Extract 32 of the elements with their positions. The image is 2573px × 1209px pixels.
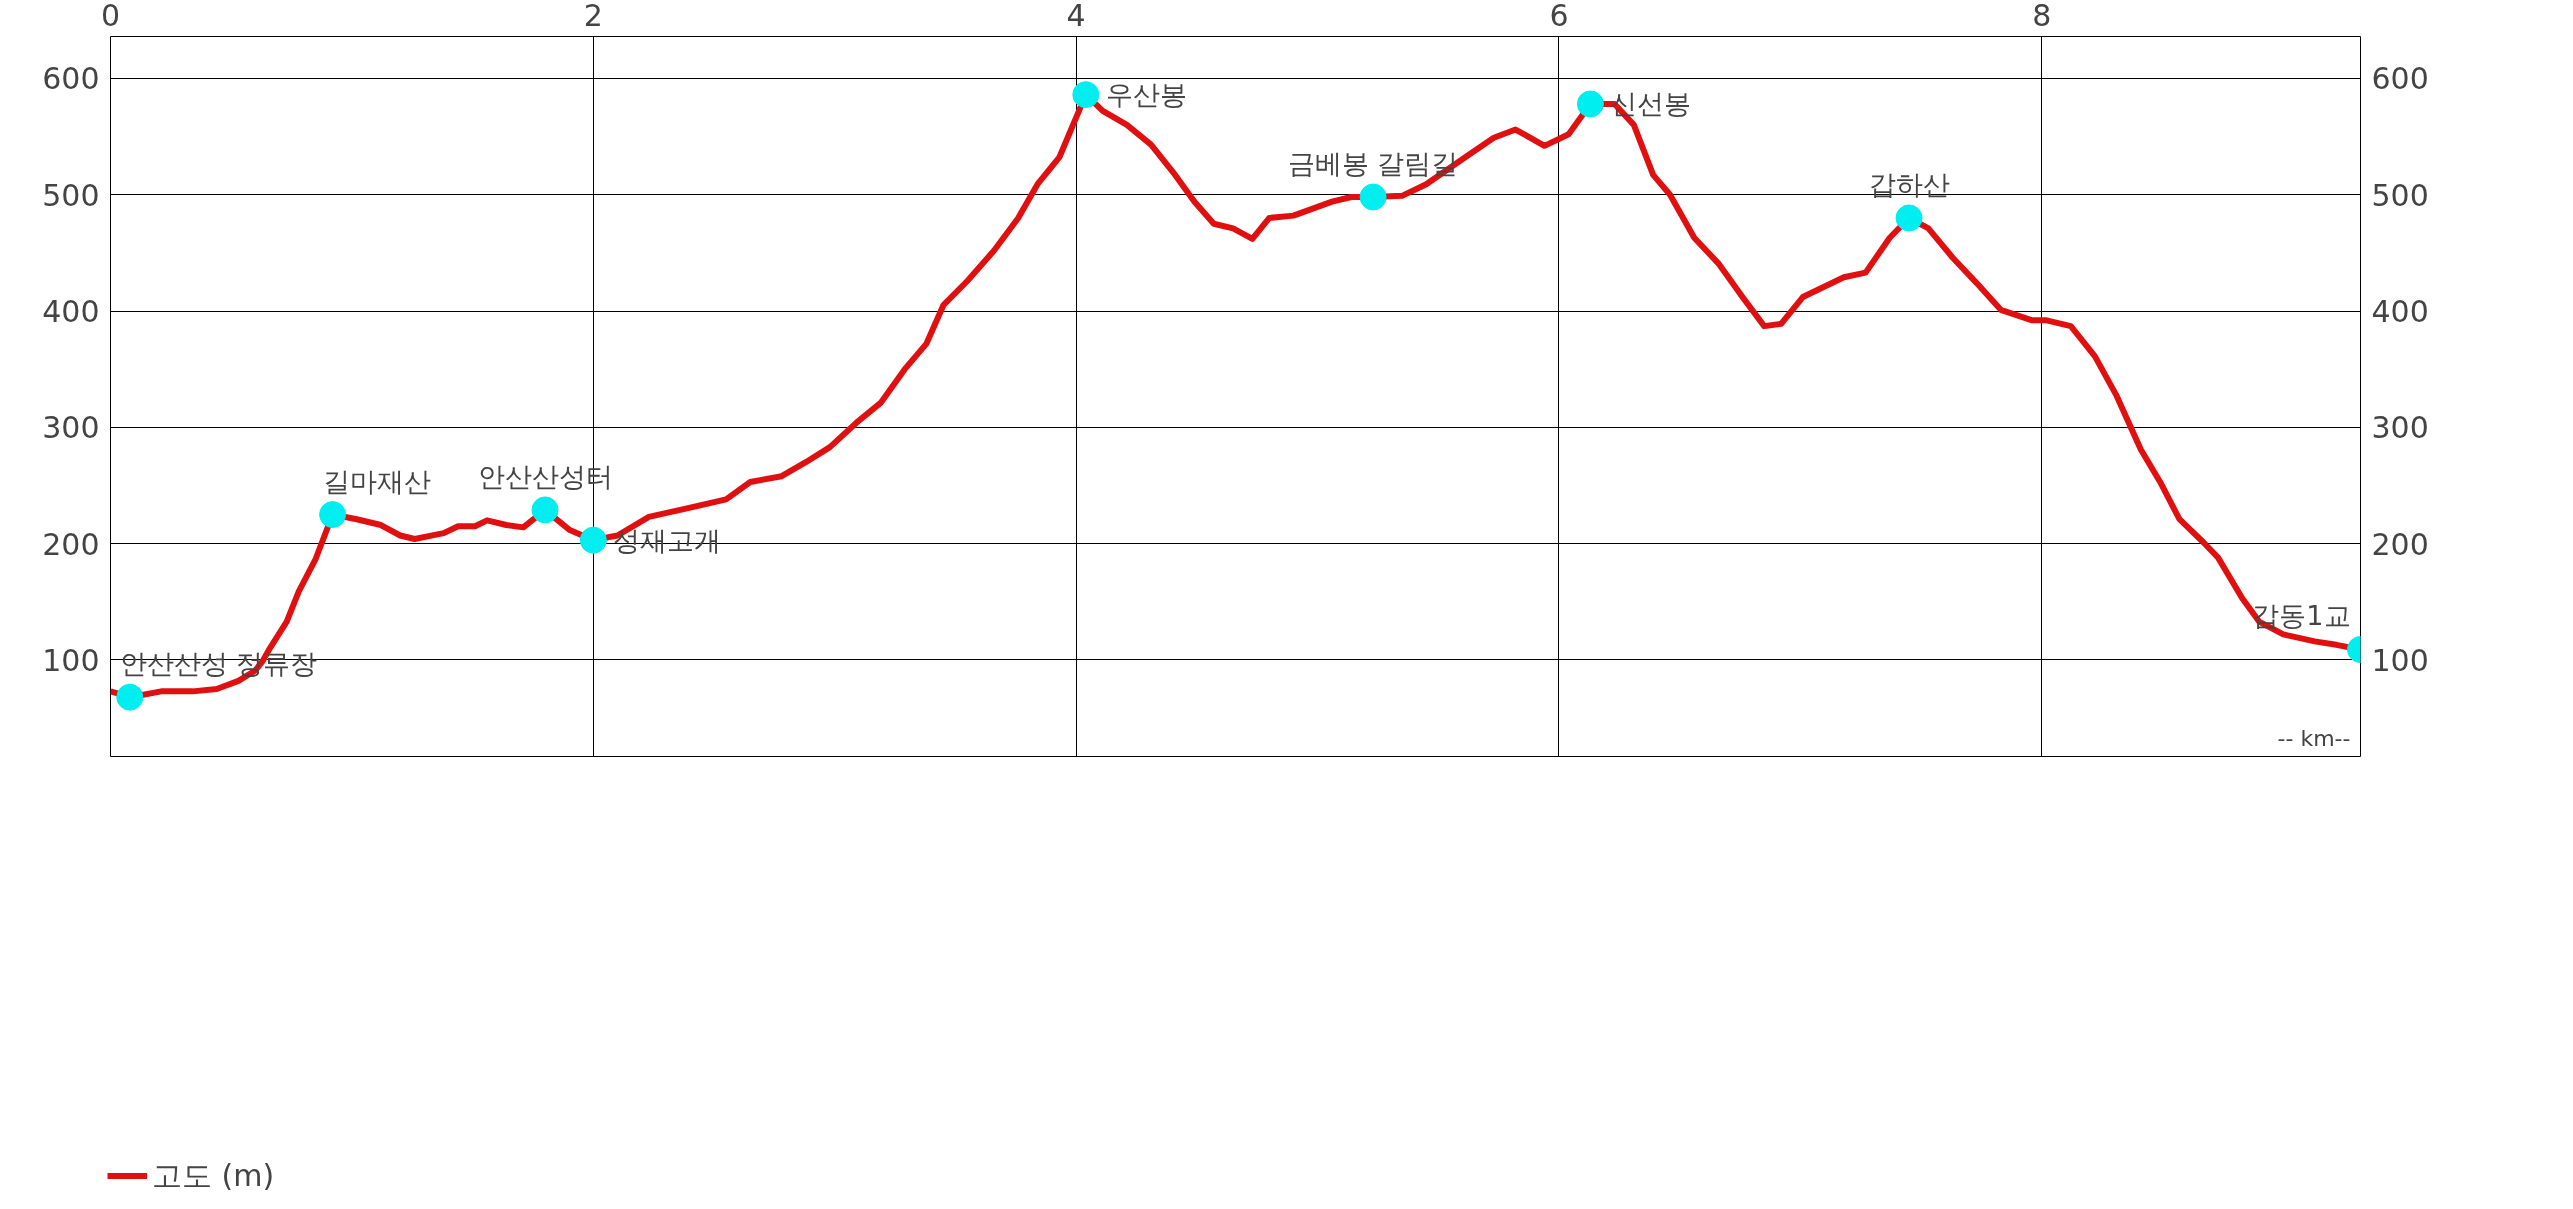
x-axis-title: -- km--	[2277, 725, 2351, 751]
y2-tick-label: 600	[2371, 61, 2429, 97]
y2-tick-label: 400	[2371, 294, 2429, 330]
point	[531, 496, 559, 524]
y-tick-label: 100	[42, 642, 100, 678]
x-tick-label: 6	[1549, 0, 1569, 33]
x-tick-label: 0	[100, 0, 121, 33]
y2-tick-label: 500	[2371, 177, 2429, 213]
point	[1072, 81, 1100, 109]
point	[1576, 90, 1604, 118]
y-tick-label: 400	[42, 294, 100, 330]
x-tick-label: 8	[2032, 0, 2052, 33]
y-tick-label: 300	[42, 410, 100, 446]
x-tick-label: 2	[583, 0, 603, 33]
point	[579, 526, 607, 554]
y-tick-label: 500	[42, 177, 100, 213]
y-tick-label: 200	[42, 526, 100, 562]
y2-tick-label: 300	[2371, 410, 2429, 446]
y2-tick-label: 100	[2371, 642, 2429, 678]
y2-tick-label: 200	[2371, 526, 2429, 562]
point	[1359, 183, 1387, 211]
annotation: 갑하산	[1868, 168, 1950, 200]
point	[116, 683, 144, 711]
annotation: 금베봉 갈림길	[1287, 148, 1459, 180]
point	[1895, 204, 1923, 232]
y-tick-label: 600	[42, 61, 100, 97]
legend-label: 고도 (m)	[152, 1156, 275, 1195]
point	[319, 501, 347, 529]
annotation: 신선봉	[1610, 88, 1692, 120]
x-tick-label: 4	[1066, 0, 1086, 33]
annotation: 우산봉	[1105, 79, 1187, 111]
annotation: 길마재산	[322, 465, 431, 497]
